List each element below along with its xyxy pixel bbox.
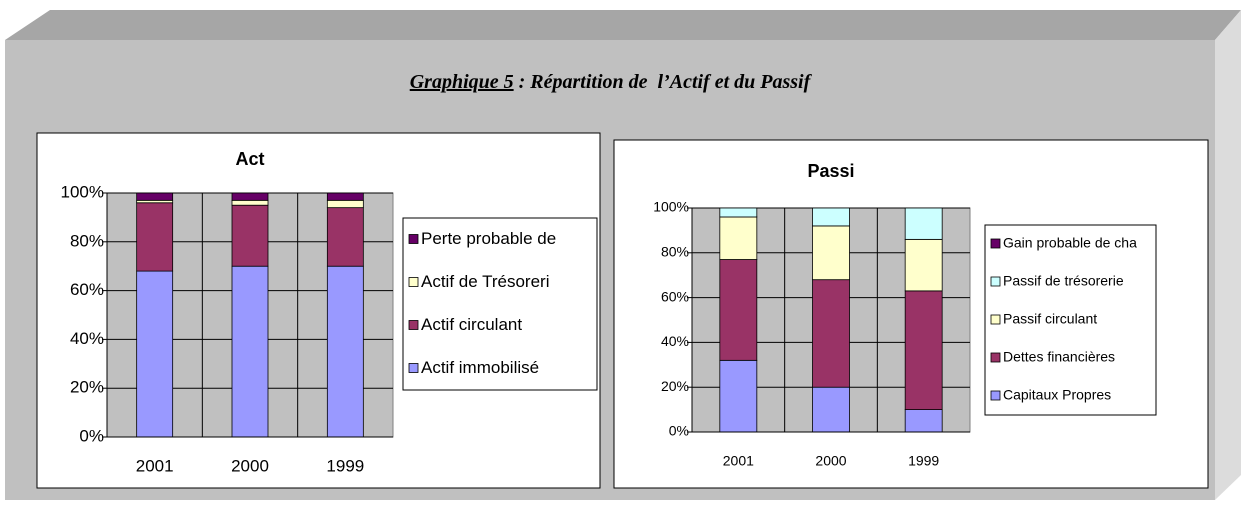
y-tick-label: 80% — [70, 231, 104, 250]
y-tick-label: 100% — [61, 182, 104, 201]
y-tick-label: 20% — [70, 378, 104, 397]
bar-segment — [812, 225, 850, 281]
legend-swatch — [990, 238, 1001, 249]
y-tick-label: 0% — [79, 426, 104, 445]
legend-swatch — [990, 352, 1001, 363]
bar-segment — [719, 359, 758, 433]
bar-segment — [231, 265, 269, 438]
legend-swatch — [990, 276, 1001, 287]
legend-swatch — [408, 277, 419, 287]
legend-label: Actif immobilisé — [421, 358, 539, 377]
legend-swatch — [408, 320, 419, 330]
legend — [984, 224, 1157, 416]
legend-swatch — [990, 390, 1001, 401]
legend-label: Actif circulant — [421, 315, 522, 334]
bar-segment — [812, 386, 850, 433]
figure-title-rest: : Répartition de l’Actif et du Passif — [514, 71, 813, 93]
bar-segment — [719, 259, 758, 361]
legend-label: Passif circulant — [1003, 311, 1097, 327]
bar-segment — [904, 238, 943, 292]
bar-segment — [719, 207, 758, 218]
bar-segment — [326, 207, 364, 267]
legend-entries: Capitaux Propres Dettes financières Passif… — [990, 235, 1137, 403]
bevel-right — [1215, 10, 1241, 500]
bar-segment — [136, 270, 174, 438]
legend-label: Perte probable de — [421, 229, 556, 248]
y-tick-label: 80% — [661, 244, 689, 260]
y-tick-label: 0% — [669, 423, 689, 439]
legend-swatch — [408, 363, 419, 373]
bar-segment — [231, 199, 269, 206]
bar-segment — [904, 207, 943, 240]
bar-segment — [812, 207, 850, 227]
figure-title: Graphique 5 : Répartition de l’Actif et … — [410, 71, 813, 93]
legend-label: Dettes financières — [1003, 349, 1115, 365]
x-tick-label: 2001 — [723, 453, 754, 469]
legend-label: Passif de trésorerie — [1003, 273, 1124, 289]
y-tick-label: 40% — [661, 333, 689, 349]
x-tick-label: 1999 — [326, 456, 364, 475]
chart-act: Act 0% 20% 40% 60% 80% 100% 2001 2000 1999 Actif i… — [36, 132, 601, 489]
y-tick-label: 20% — [661, 378, 689, 394]
x-tick-label: 1999 — [908, 453, 939, 469]
bar-segment — [326, 192, 364, 201]
x-tick-label: 2000 — [815, 453, 846, 469]
figure-title-label: Graphique 5 — [410, 71, 514, 93]
chart-title: Passi — [807, 161, 854, 181]
bar-segment — [904, 290, 943, 411]
bar-segment — [719, 216, 758, 260]
x-tick-label: 2000 — [231, 456, 269, 475]
y-tick-label: 100% — [653, 199, 689, 215]
bar-segment — [326, 265, 364, 438]
bar-segment — [326, 199, 364, 209]
x-tick-label: 2001 — [136, 456, 174, 475]
bar-segment — [136, 192, 174, 201]
legend-entries: Actif immobilisé Actif circulant Actif de … — [408, 229, 556, 377]
legend-label: Capitaux Propres — [1003, 387, 1111, 403]
chart-passi: Passi 0% 20% 40% 60% 80% 100% 2001 2000 1999 Capit… — [613, 139, 1209, 489]
chart-title: Act — [235, 149, 264, 169]
bar-segment — [904, 409, 943, 433]
bevel-top — [5, 10, 1241, 40]
legend-label: Actif de Trésoreri — [421, 272, 550, 291]
bar-segment — [231, 192, 269, 201]
y-tick-label: 40% — [70, 329, 104, 348]
y-tick-label: 60% — [70, 280, 104, 299]
legend-label: Gain probable de cha — [1003, 235, 1137, 251]
bar-segment — [231, 204, 269, 267]
bar-segment — [812, 279, 850, 388]
legend-swatch — [990, 314, 1001, 325]
bar-segment — [136, 202, 174, 272]
legend-swatch — [408, 234, 419, 244]
y-tick-label: 60% — [661, 288, 689, 304]
legend — [402, 217, 598, 391]
